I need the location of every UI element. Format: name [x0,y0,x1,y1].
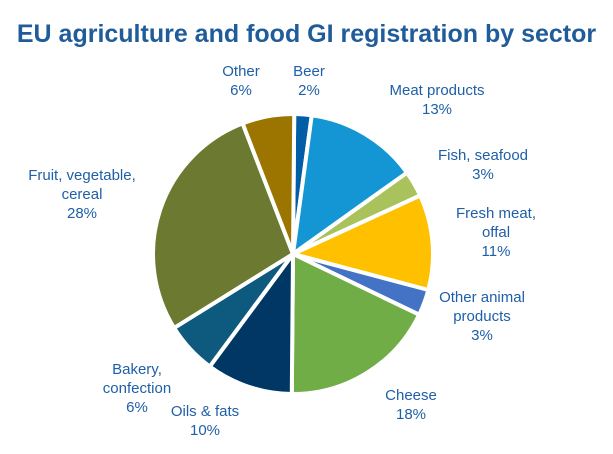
slice-label: Other [222,63,260,80]
slice-label: confection [102,380,172,397]
data-label: Other animal products 3% [439,288,525,345]
slice-value: 11% [481,243,511,260]
data-label: Meat products 13% [389,81,484,119]
pie-slice-meat-products [291,113,409,256]
slice-label: Bakery, [112,361,162,378]
slice-label: cereal [61,186,103,203]
slice-value: 6% [126,399,148,416]
slice-label: Fruit, vegetable, [28,167,136,184]
slice-label: Fresh meat, [455,205,537,222]
data-label: Bakery, confection 6% [103,360,171,417]
slice-label: Oils & fats [170,403,240,420]
slice-value: 18% [395,406,427,423]
data-label: Fresh meat, offal 11% [456,204,536,261]
slice-label: Cheese [385,387,437,404]
data-label: Cheese 18% [385,386,437,424]
slice-label: Meat products [389,82,485,99]
slice-label: Fish, seafood [437,147,529,164]
pie-slice-fruit-vegetable-cereal [151,121,295,330]
pie-slice-other [240,112,297,256]
data-label: Beer 2% [293,62,325,100]
slice-label: Other animal [439,289,525,306]
data-label: Fruit, vegetable, cereal 28% [28,166,136,223]
slice-value: 13% [421,101,453,118]
slice-value: 6% [230,82,252,99]
slice-value: 2% [298,82,320,99]
slice-label: offal [481,224,511,241]
slice-value: 10% [189,422,221,439]
slice-value: 28% [66,205,98,222]
data-label: Oils & fats 10% [171,402,239,440]
data-label: Fish, seafood 3% [438,146,528,184]
pie-slice-cheese [289,252,422,396]
slice-label: Beer [293,63,325,80]
slice-label: products [453,308,511,325]
slice-value: 3% [472,166,494,183]
chart-title: EU agriculture and food GI registration … [16,20,597,48]
data-label: Other 6% [222,62,260,100]
slice-value: 3% [471,327,493,344]
pie-slice-fresh-meat-offal [291,193,435,292]
